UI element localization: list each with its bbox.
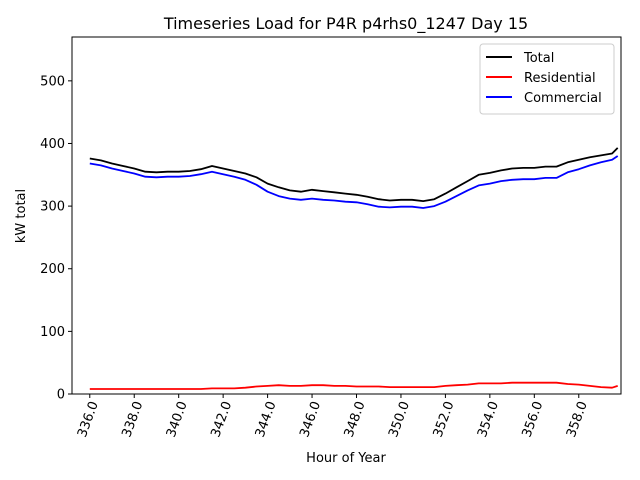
x-tick-label: 340.0 xyxy=(164,399,191,439)
y-axis-label: kW total xyxy=(14,189,29,243)
x-tick-label: 338.0 xyxy=(119,399,146,439)
x-tick-label: 352.0 xyxy=(431,399,458,439)
x-tick-label: 356.0 xyxy=(520,399,547,439)
legend: Total Residential Commercial xyxy=(479,43,615,115)
series-line-residential xyxy=(89,381,618,390)
series-lines xyxy=(89,147,619,390)
x-tick-label: 344.0 xyxy=(253,399,280,439)
legend-box xyxy=(479,43,615,115)
plot-area xyxy=(71,36,622,395)
x-tick-label: 354.0 xyxy=(475,399,502,439)
x-axis: 336.0 338.0 340.0 342.0 344.0 346.0 348.0 350.0… xyxy=(75,394,591,440)
chart-title: Timeseries Load for P4R p4rhs0_1247 Day … xyxy=(163,14,528,34)
x-tick-label: 348.0 xyxy=(342,399,369,439)
legend-label: Commercial xyxy=(524,91,602,106)
x-tick-label: 342.0 xyxy=(208,399,235,439)
series-line-total xyxy=(89,147,619,203)
x-tick-label: 346.0 xyxy=(297,399,324,439)
y-tick-label: 400 xyxy=(40,137,65,152)
y-tick-label: 500 xyxy=(40,74,65,89)
y-tick-label: 200 xyxy=(40,262,65,277)
y-tick-label: 300 xyxy=(40,200,65,215)
y-tick-label: 100 xyxy=(40,325,65,340)
x-tick-label: 336.0 xyxy=(75,399,102,439)
x-tick-label: 350.0 xyxy=(386,399,413,439)
x-axis-label: Hour of Year xyxy=(306,451,386,466)
y-tick-label: 0 xyxy=(57,388,65,403)
legend-label: Residential xyxy=(524,71,596,86)
y-axis: 0 100 200 300 400 500 xyxy=(40,74,72,403)
legend-label: Total xyxy=(523,51,554,66)
series-line-commercial xyxy=(89,155,619,209)
x-tick-label: 358.0 xyxy=(564,399,591,439)
